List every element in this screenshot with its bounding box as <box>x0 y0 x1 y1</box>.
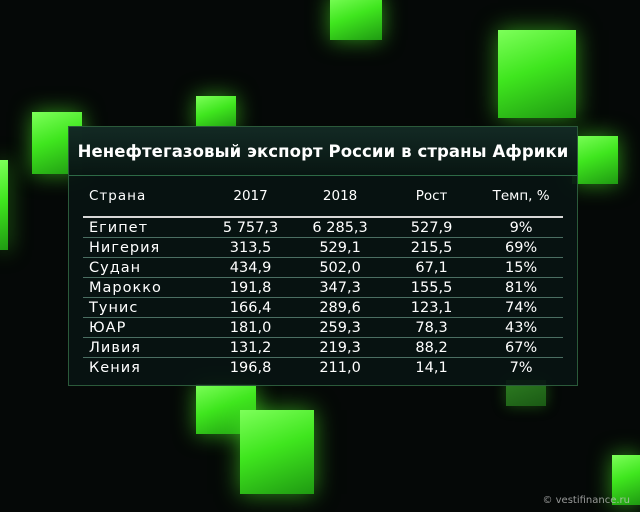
cell-growth: 123,1 <box>383 297 480 318</box>
cell-country: Ливия <box>83 337 205 358</box>
decor-cube <box>0 160 8 250</box>
cell-2018: 211,0 <box>319 359 361 376</box>
cell-2017: 434,9 <box>204 257 297 278</box>
cell-growth: 14,1 <box>415 359 448 376</box>
table-row: Кения 196,8 211,0 14,1 7% <box>83 358 563 378</box>
table-panel: Ненефтегазовый экспорт России в страны А… <box>68 126 578 386</box>
cell-country: Египет <box>83 217 205 238</box>
cell-country: Марокко <box>83 277 205 298</box>
decor-cube <box>196 96 236 130</box>
cell-2017: 191,8 <box>204 277 297 298</box>
table-row: Египет 5 757,3 6 285,3 527,9 9% <box>83 217 563 238</box>
table-row: Ливия 131,2 219,3 88,2 67% <box>83 337 563 358</box>
watermark: © vestifinance.ru <box>542 495 630 506</box>
decor-cube <box>612 455 640 505</box>
cell-rate: 7% <box>509 359 533 376</box>
cell-2018: 347,3 <box>296 277 384 298</box>
header-country: Страна <box>83 176 205 218</box>
cell-rate: 43% <box>479 317 563 338</box>
table-row: ЮАР 181,0 259,3 78,3 43% <box>83 317 563 338</box>
cell-country: Кения <box>89 359 141 376</box>
table-row: Тунис 166,4 289,6 123,1 74% <box>83 297 563 318</box>
decor-cube <box>240 410 314 494</box>
header-2018: 2018 <box>296 176 384 218</box>
cell-rate: 9% <box>479 217 563 238</box>
cell-growth: 155,5 <box>383 277 480 298</box>
cell-2018: 6 285,3 <box>296 217 384 238</box>
title-bar: Ненефтегазовый экспорт России в страны А… <box>69 127 577 176</box>
export-table: Страна 2017 2018 Рост Темп, % Египет 5 7… <box>83 176 563 377</box>
cell-rate: 69% <box>479 237 563 258</box>
cell-growth: 527,9 <box>383 217 480 238</box>
cell-2017: 181,0 <box>204 317 297 338</box>
cell-growth: 88,2 <box>383 337 480 358</box>
cell-2018: 219,3 <box>296 337 384 358</box>
cell-2018: 529,1 <box>296 237 384 258</box>
cell-rate: 74% <box>479 297 563 318</box>
table-title: Ненефтегазовый экспорт России в страны А… <box>77 141 569 161</box>
cell-2018: 502,0 <box>296 257 384 278</box>
header-2017: 2017 <box>204 176 297 218</box>
cell-growth: 215,5 <box>383 237 480 258</box>
cell-2017: 131,2 <box>204 337 297 358</box>
header-rate: Темп, % <box>479 176 563 218</box>
cell-2017: 5 757,3 <box>204 217 297 238</box>
cell-country: ЮАР <box>83 317 205 338</box>
cell-2017: 166,4 <box>204 297 297 318</box>
cell-rate: 67% <box>479 337 563 358</box>
cell-growth: 78,3 <box>383 317 480 338</box>
cell-country: Тунис <box>83 297 205 318</box>
cell-2018: 259,3 <box>296 317 384 338</box>
cell-rate: 15% <box>479 257 563 278</box>
decor-cube <box>330 0 382 40</box>
header-row: Страна 2017 2018 Рост Темп, % <box>83 176 563 218</box>
cell-2017: 313,5 <box>204 237 297 258</box>
cell-2018: 289,6 <box>296 297 384 318</box>
cell-2017: 196,8 <box>229 359 272 376</box>
cell-rate: 81% <box>479 277 563 298</box>
table-row: Марокко 191,8 347,3 155,5 81% <box>83 277 563 298</box>
cell-country: Нигерия <box>83 237 205 258</box>
decor-cube <box>572 136 618 184</box>
table-row: Нигерия 313,5 529,1 215,5 69% <box>83 237 563 258</box>
table-row: Судан 434,9 502,0 67,1 15% <box>83 257 563 278</box>
cell-growth: 67,1 <box>383 257 480 278</box>
cell-country: Судан <box>83 257 205 278</box>
header-growth: Рост <box>383 176 480 218</box>
decor-cube <box>498 30 576 118</box>
